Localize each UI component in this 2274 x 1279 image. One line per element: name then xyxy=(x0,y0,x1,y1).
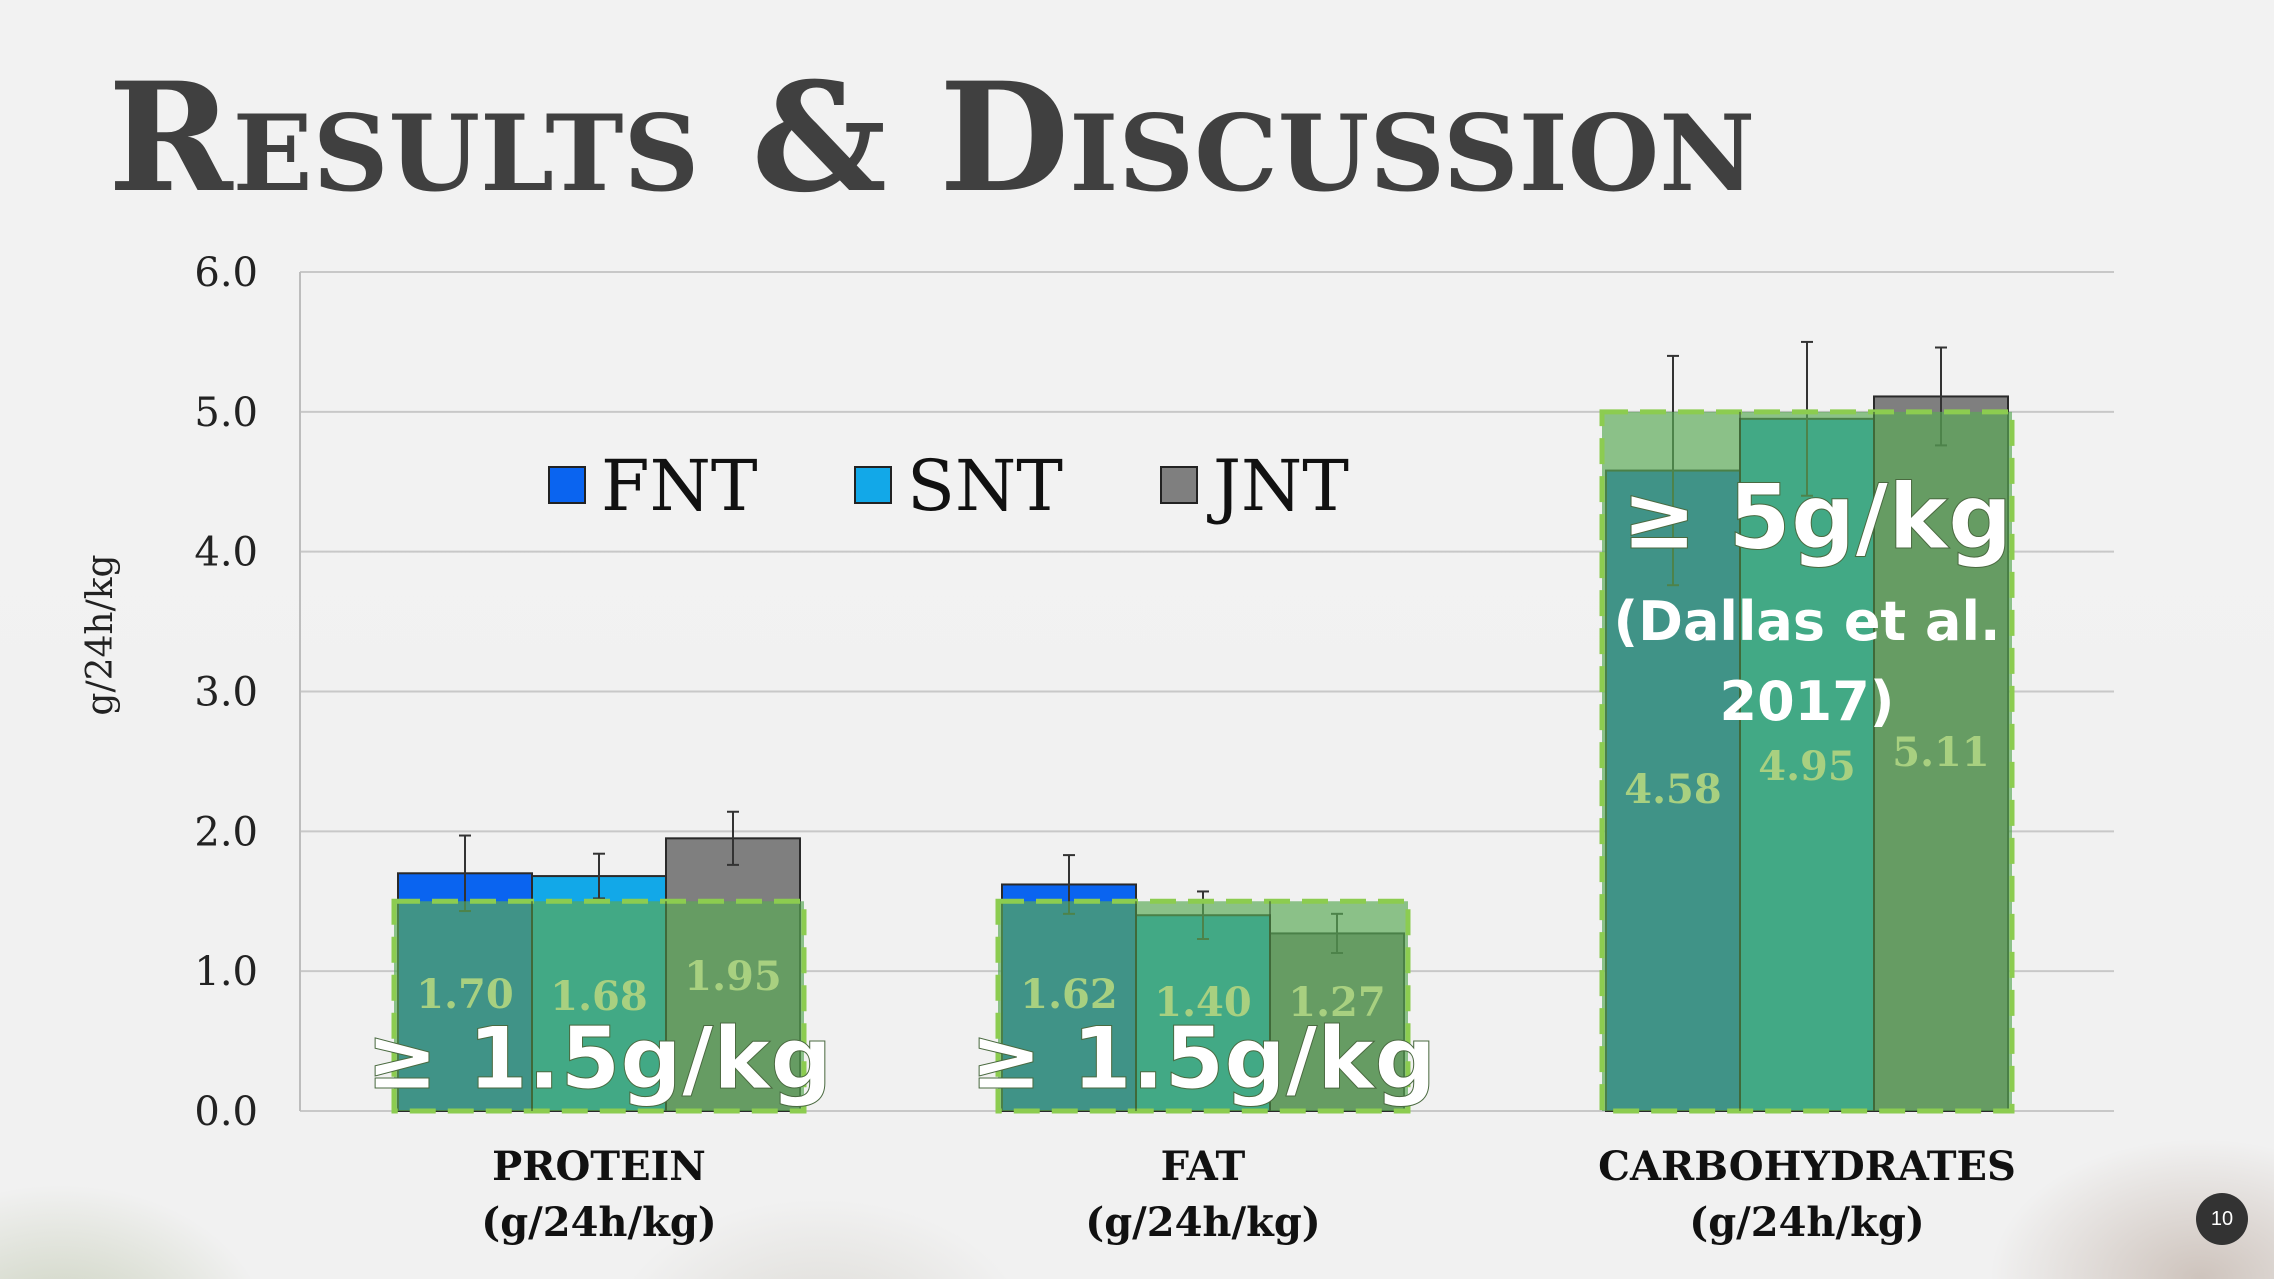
data-label: 1.70 xyxy=(416,971,513,1018)
data-label: 4.58 xyxy=(1624,766,1721,813)
legend: FNT SNT JNT xyxy=(548,445,1349,527)
legend-swatch-jnt xyxy=(1160,466,1198,504)
data-label: 4.95 xyxy=(1758,743,1855,790)
threshold-annotation: ≥ 1.5g/kg xyxy=(366,1009,832,1109)
x-category-unit: (g/24h/kg) xyxy=(1689,1199,1924,1246)
data-label: 1.62 xyxy=(1020,971,1117,1018)
threshold-annotation: ≥ 1.5g/kg xyxy=(970,1009,1436,1109)
legend-label-snt: SNT xyxy=(907,445,1063,527)
legend-label-fnt: FNT xyxy=(601,445,758,527)
threshold-overlays: 1.70 1.68 1.95≥ 1.5g/kg1.62 1.40 1.27≥ 1.5g/… xyxy=(365,409,2015,1114)
citation-line-2: 2017) xyxy=(1720,670,1895,733)
threshold-overlay xyxy=(1599,409,2015,1114)
x-category-label: CARBOHYDRATES xyxy=(1598,1143,2016,1190)
data-label: 5.11 xyxy=(1892,729,1989,776)
legend-swatch-fnt xyxy=(548,466,586,504)
data-label: 1.27 xyxy=(1288,979,1385,1026)
y-tick-label: 5.0 xyxy=(194,390,258,436)
y-tick-label: 1.0 xyxy=(194,949,258,995)
x-category-label: FAT xyxy=(1161,1143,1246,1190)
y-tick-label: 2.0 xyxy=(194,809,258,855)
threshold-overlay xyxy=(995,898,1411,1114)
threshold-annotation: ≥ 5g/kg xyxy=(1622,465,2013,570)
legend-label-jnt: JNT xyxy=(1207,445,1349,527)
x-axis-labels: PROTEIN (g/24h/kg) FAT (g/24h/kg) CARBOHYDRA… xyxy=(481,1143,2016,1246)
x-category-unit: (g/24h/kg) xyxy=(481,1199,716,1246)
x-category-unit: (g/24h/kg) xyxy=(1085,1199,1320,1246)
threshold-overlay xyxy=(391,898,807,1114)
y-axis-label: g/24h/kg xyxy=(80,554,121,715)
y-axis: 0.0 1.0 2.0 3.0 4.0 5.0 6.0 xyxy=(194,250,301,1135)
y-tick-label: 0.0 xyxy=(194,1089,258,1135)
y-tick-label: 4.0 xyxy=(194,530,258,576)
page-number-badge: 10 xyxy=(2196,1193,2248,1245)
data-label: 1.95 xyxy=(684,953,781,1000)
legend-swatch-snt xyxy=(854,466,892,504)
x-category-label: PROTEIN xyxy=(492,1143,706,1190)
y-tick-label: 6.0 xyxy=(194,250,258,296)
citation-line-1: (Dallas et al. xyxy=(1613,590,2000,653)
slide-title: Results & Discussion xyxy=(108,50,1756,226)
y-tick-label: 3.0 xyxy=(194,670,258,716)
data-label: 1.68 xyxy=(550,973,647,1020)
data-label: 1.40 xyxy=(1154,979,1251,1026)
